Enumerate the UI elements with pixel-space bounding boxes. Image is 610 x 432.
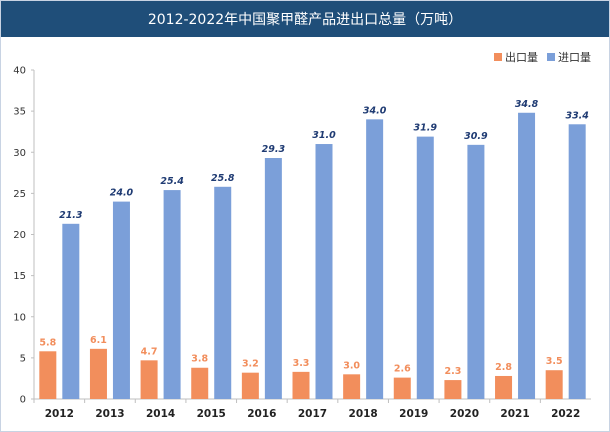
legend-label-export: 出口量 bbox=[505, 50, 538, 64]
bar-import bbox=[112, 201, 130, 399]
bar-export bbox=[444, 380, 462, 399]
y-tick-label: 10 bbox=[13, 312, 26, 323]
data-label-import: 33.4 bbox=[565, 110, 589, 121]
bar-import bbox=[366, 119, 384, 399]
chart-title: 2012-2022年中国聚甲醛产品进出口总量（万吨） bbox=[147, 12, 463, 28]
data-label-export: 2.8 bbox=[495, 362, 512, 373]
data-label-export: 3.8 bbox=[191, 354, 208, 365]
legend-label-import: 进口量 bbox=[558, 51, 591, 64]
y-tick-label: 15 bbox=[13, 271, 26, 282]
data-label-import: 34.8 bbox=[515, 99, 539, 110]
y-tick-label: 40 bbox=[13, 66, 26, 77]
data-label-import: 21.3 bbox=[59, 210, 83, 221]
bar-export bbox=[393, 377, 411, 399]
data-label-import: 29.3 bbox=[262, 144, 286, 155]
x-tick-label: 2019 bbox=[399, 408, 428, 420]
x-tick-label: 2014 bbox=[146, 408, 175, 420]
y-tick-label: 20 bbox=[13, 230, 26, 241]
data-label-export: 3.2 bbox=[242, 359, 259, 370]
data-label-import: 30.9 bbox=[464, 131, 488, 142]
y-tick-label: 25 bbox=[13, 189, 26, 200]
bar-export bbox=[89, 348, 107, 399]
bar-export bbox=[292, 371, 310, 399]
x-tick-label: 2018 bbox=[349, 408, 378, 420]
x-tick-label: 2020 bbox=[450, 408, 479, 420]
data-label-export: 2.3 bbox=[444, 366, 461, 377]
data-label-import: 24.0 bbox=[110, 188, 134, 199]
data-label-import: 31.0 bbox=[312, 130, 336, 141]
data-label-export: 3.5 bbox=[546, 356, 563, 367]
y-tick-label: 35 bbox=[13, 107, 26, 118]
bar-import bbox=[214, 186, 232, 399]
y-tick-label: 0 bbox=[20, 395, 26, 406]
bar-export bbox=[545, 370, 563, 399]
data-label-export: 4.7 bbox=[141, 346, 158, 357]
legend-swatch-export bbox=[494, 53, 502, 61]
x-tick-label: 2022 bbox=[551, 408, 580, 420]
bar-export bbox=[495, 375, 513, 399]
data-label-export: 3.0 bbox=[343, 360, 360, 371]
data-label-export: 3.3 bbox=[293, 358, 310, 369]
bar-chart: 0 5 10 15 20 25 30 35 40 2012 5.8 21.3 2013 6.1 24.0 20… bbox=[13, 50, 591, 420]
x-tick-label: 2021 bbox=[500, 408, 529, 420]
x-tick-label: 2013 bbox=[95, 408, 124, 420]
legend-swatch-import bbox=[547, 53, 555, 61]
x-tick-label: 2017 bbox=[298, 408, 327, 420]
data-label-export: 5.8 bbox=[39, 337, 56, 348]
data-label-export: 6.1 bbox=[90, 335, 107, 346]
x-tick-label: 2016 bbox=[247, 408, 276, 420]
bar-export bbox=[39, 351, 57, 399]
bar-import bbox=[416, 136, 434, 399]
data-label-import: 25.8 bbox=[211, 173, 235, 184]
data-label-import: 25.4 bbox=[160, 176, 184, 187]
y-tick-label: 30 bbox=[13, 148, 26, 159]
bar-import bbox=[518, 112, 536, 400]
x-tick-label: 2015 bbox=[197, 408, 226, 420]
data-label-export: 2.6 bbox=[394, 364, 411, 375]
bar-import bbox=[467, 144, 485, 399]
bar-export bbox=[343, 374, 361, 399]
bar-export bbox=[191, 367, 209, 399]
data-label-import: 34.0 bbox=[363, 105, 387, 116]
data-label-import: 31.9 bbox=[414, 123, 438, 134]
x-tick-label: 2012 bbox=[45, 408, 74, 420]
bar-import bbox=[568, 124, 586, 399]
bar-import bbox=[315, 144, 333, 399]
bar-import bbox=[62, 223, 80, 399]
bar-import bbox=[163, 190, 181, 399]
bar-export bbox=[140, 360, 158, 399]
chart-title-bar: 2012-2022年中国聚甲醛产品进出口总量（万吨） bbox=[1, 1, 609, 37]
bar-export bbox=[241, 372, 259, 399]
y-tick-label: 5 bbox=[20, 353, 26, 364]
bar-import bbox=[264, 158, 282, 399]
